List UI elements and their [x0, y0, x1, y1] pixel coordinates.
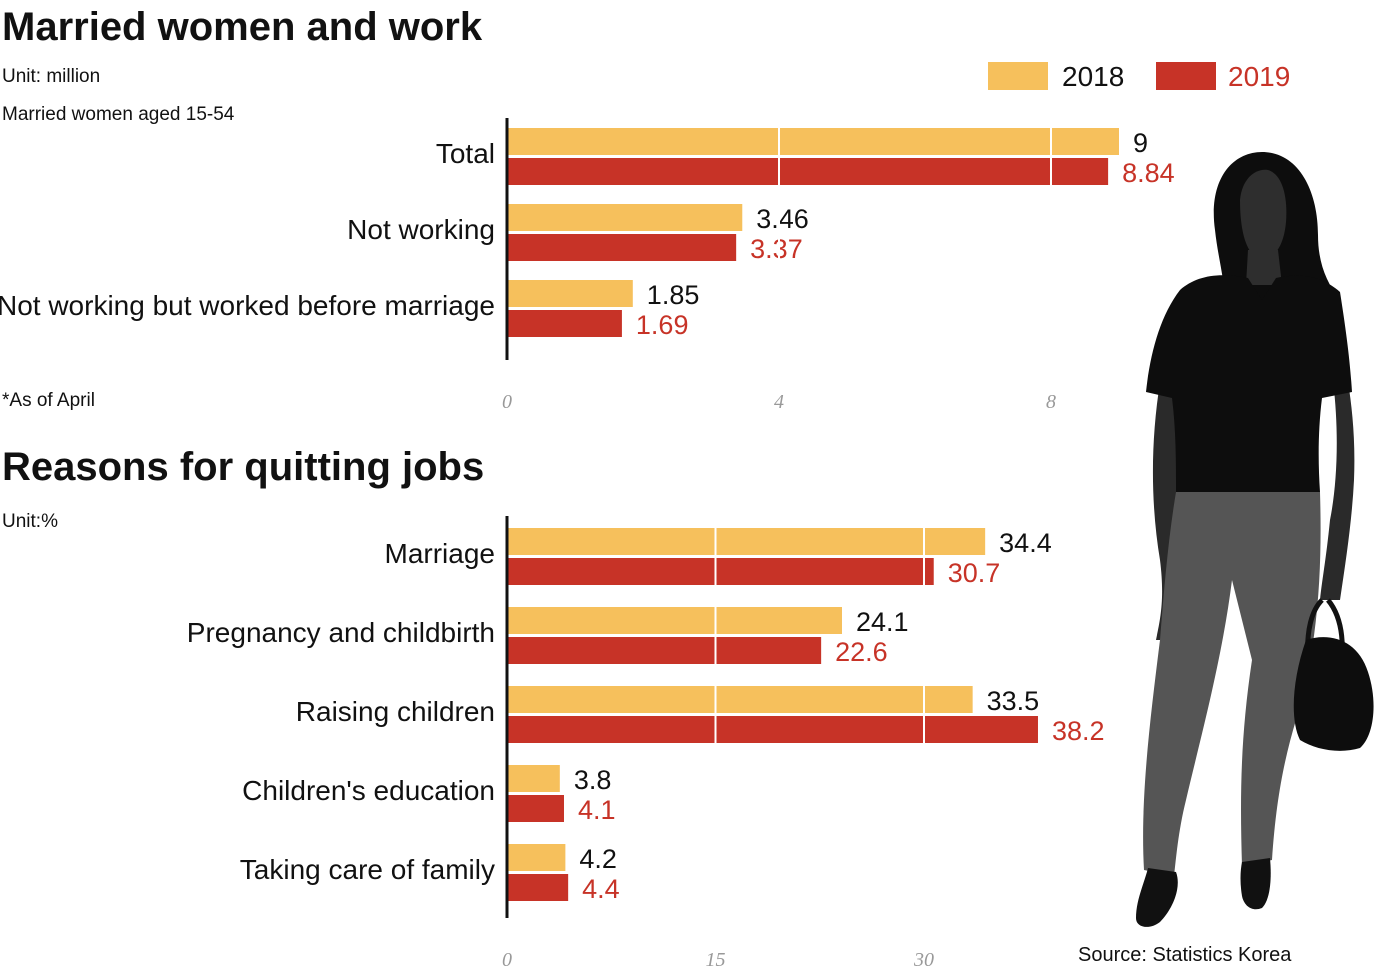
chart2-value-label-2018-1: 24.1	[856, 607, 909, 637]
chart2-value-label-2019-3: 4.1	[578, 795, 616, 825]
chart2-category-label-1: Pregnancy and childbirth	[187, 617, 495, 648]
legend-swatch-2019	[1156, 62, 1216, 90]
chart1-category-label-2: Not working but worked before marriage	[0, 290, 495, 321]
chart1-unit: Unit: million	[2, 66, 100, 87]
chart1-tick-label-0: 0	[502, 391, 512, 413]
chart1-value-label-2018-1: 3.46	[756, 204, 809, 234]
chart2-title: Reasons for quitting jobs	[2, 445, 484, 489]
chart2-bar-2018-0	[507, 528, 986, 555]
chart2-bar-2019-3	[507, 795, 564, 822]
chart2-value-label-2018-4: 4.2	[579, 844, 617, 874]
chart1-value-label-2019-0: 8.84	[1122, 158, 1175, 188]
chart2-value-label-2019-4: 4.4	[582, 874, 620, 904]
chart2-category-label-4: Taking care of family	[240, 854, 495, 885]
legend-label-2019: 2019	[1228, 61, 1290, 92]
chart2-bar-2019-0	[507, 558, 934, 585]
woman-silhouette-icon	[1136, 152, 1374, 927]
chart2-bar-2018-4	[507, 844, 566, 871]
chart1-footnote: *As of April	[2, 390, 95, 411]
chart2-bar-2019-2	[507, 716, 1038, 743]
chart1-value-label-2019-2: 1.69	[636, 310, 689, 340]
chart1-bar-2018-1	[507, 204, 743, 231]
chart2-bar-2018-1	[507, 607, 842, 634]
chart-married-women: Total 98.84 Not working 3.463.37 Not working…	[0, 118, 1175, 413]
chart1-bar-2018-0	[507, 128, 1119, 155]
chart1-bar-2018-2	[507, 280, 633, 307]
chart1-bar-2019-0	[507, 158, 1109, 185]
chart2-bar-2019-4	[507, 874, 569, 901]
chart1-tick-label-1: 4	[774, 391, 784, 413]
chart1-bar-2019-1	[507, 234, 737, 261]
legend-swatch-2018	[988, 62, 1048, 90]
chart2-value-label-2019-1: 22.6	[835, 637, 888, 667]
legend: 2018 2019	[988, 61, 1290, 92]
chart1-title: Married women and work	[2, 5, 483, 49]
chart1-bar-2019-2	[507, 310, 622, 337]
source-note: Source: Statistics Korea	[1078, 944, 1292, 966]
chart2-value-label-2018-2: 33.5	[987, 686, 1040, 716]
chart2-value-label-2019-0: 30.7	[948, 558, 1001, 588]
chart2-value-label-2019-2: 38.2	[1052, 716, 1105, 746]
legend-label-2018: 2018	[1062, 61, 1124, 92]
chart2-category-label-0: Marriage	[385, 538, 495, 569]
chart2-tick-label-2: 30	[913, 949, 934, 971]
chart1-value-label-2018-2: 1.85	[647, 280, 700, 310]
chart2-category-label-2: Raising children	[296, 696, 495, 727]
chart2-category-label-3: Children's education	[242, 775, 495, 806]
chart2-unit: Unit:%	[2, 511, 58, 532]
chart2-tick-label-0: 0	[502, 949, 512, 971]
chart2-bar-2019-1	[507, 637, 822, 664]
chart2-value-label-2018-3: 3.8	[574, 765, 612, 795]
chart1-value-label-2019-1: 3.37	[750, 234, 803, 264]
chart2-bar-2018-2	[507, 686, 973, 713]
chart1-category-label-1: Not working	[347, 214, 495, 245]
chart2-tick-label-1: 15	[706, 949, 726, 971]
chart1-value-label-2018-0: 9	[1133, 128, 1148, 158]
chart1-subtitle: Married women aged 15-54	[2, 104, 235, 125]
chart1-tick-label-2: 8	[1046, 391, 1056, 413]
chart-reasons-quitting: Marriage 34.430.7 Pregnancy and childbirth…	[187, 516, 1105, 971]
chart1-category-label-0: Total	[436, 138, 495, 169]
chart2-bar-2018-3	[507, 765, 560, 792]
chart2-value-label-2018-0: 34.4	[999, 528, 1052, 558]
